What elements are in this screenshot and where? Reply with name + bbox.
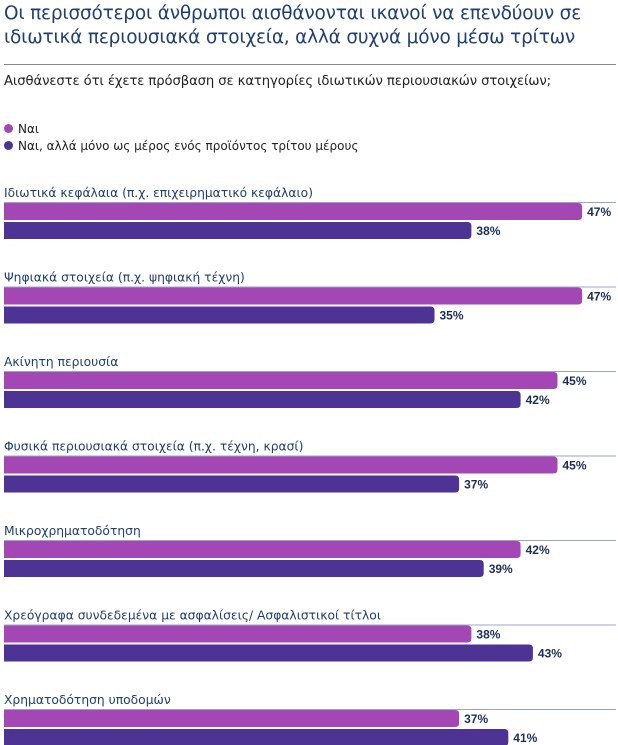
category-group: Χρεόγραφα συνδεδεμένα με ασφαλίσεις/ Ασφ…: [4, 609, 616, 662]
legend-item-third-party: Ναι, αλλά μόνο ως μέρος ενός προϊόντος τ…: [4, 137, 359, 154]
bar-third-party: [4, 475, 460, 493]
bar-third-party: [4, 644, 533, 662]
value-label: 41%: [513, 731, 537, 745]
value-label: 37%: [464, 712, 488, 726]
value-label: 37%: [464, 478, 488, 492]
category-label: Μικροχρηματοδότηση: [4, 524, 141, 538]
value-label: 38%: [476, 224, 500, 238]
value-label: 47%: [587, 205, 611, 219]
value-label: 35%: [440, 309, 464, 323]
value-label: 43%: [538, 647, 562, 661]
title-divider: [4, 64, 616, 65]
chart-subtitle: Αισθάνεστε ότι έχετε πρόσβαση σε κατηγορ…: [4, 74, 551, 89]
bar-third-party: [4, 222, 472, 239]
legend-item-yes: Ναι: [4, 120, 359, 137]
category-label: Ψηφιακά στοιχεία (π.χ. ψηφιακή τέχνη): [4, 271, 245, 285]
value-label: 38%: [476, 628, 500, 642]
bar-third-party: [4, 391, 521, 408]
value-label: 45%: [563, 374, 587, 388]
value-label: 47%: [587, 290, 611, 304]
bar-third-party: [4, 729, 509, 745]
category-group: Ιδιωτικά κεφάλαια (π.χ. επιχειρηματικό κ…: [4, 186, 616, 239]
bar-yes: [4, 203, 583, 220]
category-group: Φυσικά περιουσιακά στοιχεία (π.χ. τέχνη,…: [4, 440, 616, 493]
category-label: Φυσικά περιουσιακά στοιχεία (π.χ. τέχνη,…: [4, 440, 303, 454]
legend-swatch-third-party: [4, 141, 13, 150]
bar-yes: [4, 625, 472, 643]
category-group: Ψηφιακά στοιχεία (π.χ. ψηφιακή τέχνη) 47%…: [4, 271, 616, 324]
category-label: Ιδιωτικά κεφάλαια (π.χ. επιχειρηματικό κ…: [4, 186, 313, 200]
bar-third-party: [4, 560, 484, 577]
value-label: 45%: [563, 459, 587, 473]
value-label: 39%: [489, 562, 513, 576]
legend-swatch-yes: [4, 124, 13, 133]
value-label: 42%: [526, 393, 550, 407]
category-group: Μικροχρηματοδότηση 42% 39%: [4, 524, 616, 577]
value-label: 42%: [526, 543, 550, 557]
bar-third-party: [4, 306, 435, 324]
legend-label-yes: Ναι: [18, 121, 39, 136]
legend: Ναι Ναι, αλλά μόνο ως μέρος ενός προϊόντ…: [4, 120, 359, 154]
category-label: Ακίνητη περιουσία: [4, 355, 118, 369]
category-label: Χρεόγραφα συνδεδεμένα με ασφαλίσεις/ Ασφ…: [4, 609, 381, 623]
legend-label-third-party: Ναι, αλλά μόνο ως μέρος ενός προϊόντος τ…: [18, 138, 359, 153]
category-label: Χρηματοδότηση υποδομών: [4, 693, 171, 707]
bar-yes: [4, 287, 583, 305]
bar-yes: [4, 456, 558, 474]
bar-yes: [4, 372, 558, 389]
page-title: Οι περισσότεροι άνθρωποι αισθάνονται ικα…: [4, 3, 582, 48]
category-group: Χρηματοδότηση υποδομών 37% 41%: [4, 693, 616, 745]
bar-yes: [4, 710, 460, 727]
bar-yes: [4, 541, 521, 558]
category-group: Ακίνητη περιουσία 45% 42%: [4, 355, 616, 408]
